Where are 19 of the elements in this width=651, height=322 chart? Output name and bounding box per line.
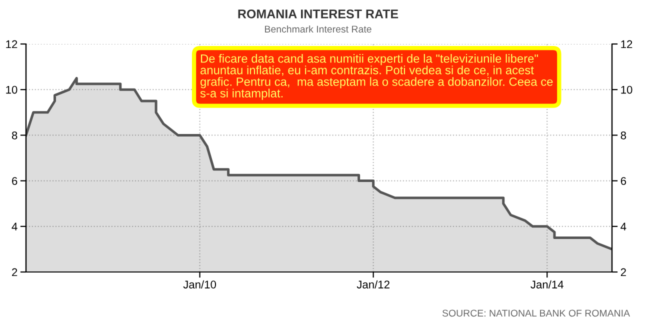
y2-tick-label: 4 bbox=[620, 222, 626, 230]
annotation: De ficare data cand asa numitii experti de la "televiziunile libere" anuntau inflatie, eu i-am contrazis. Poti vedea si de ce, in acest grafic. Pentru ca, ma asteptam la o scadere a dobanzilor. Ceea ce s-a si intamplat. bbox=[200, 54, 553, 100]
y2-tick-label: 2 bbox=[620, 268, 626, 276]
y-tick-label: 8 bbox=[12, 131, 18, 140]
chart-subtitle: Benchmark Interest Rate bbox=[265, 25, 372, 33]
y-tick-label: 6 bbox=[12, 177, 18, 185]
chart-title: ROMANIA INTEREST RATE bbox=[238, 10, 398, 18]
y-tick-label: 4 bbox=[12, 222, 18, 230]
source-note: SOURCE: NATIONAL BANK OF ROMANIA bbox=[442, 310, 630, 317]
y-tick-label: 12 bbox=[6, 40, 18, 48]
y2-tick-label: 12 bbox=[621, 40, 632, 48]
y2-tick-label: 6 bbox=[620, 177, 626, 185]
y-tick-label: 2 bbox=[12, 268, 18, 276]
y2-tick-label: 10 bbox=[621, 86, 632, 94]
x-tick-label: Jan/14 bbox=[530, 280, 564, 288]
x-tick-label: Jan/12 bbox=[356, 280, 390, 288]
x-tick-label: Jan/10 bbox=[183, 280, 216, 288]
y2-tick-label: 8 bbox=[620, 131, 626, 140]
y-tick-label: 10 bbox=[6, 86, 18, 94]
